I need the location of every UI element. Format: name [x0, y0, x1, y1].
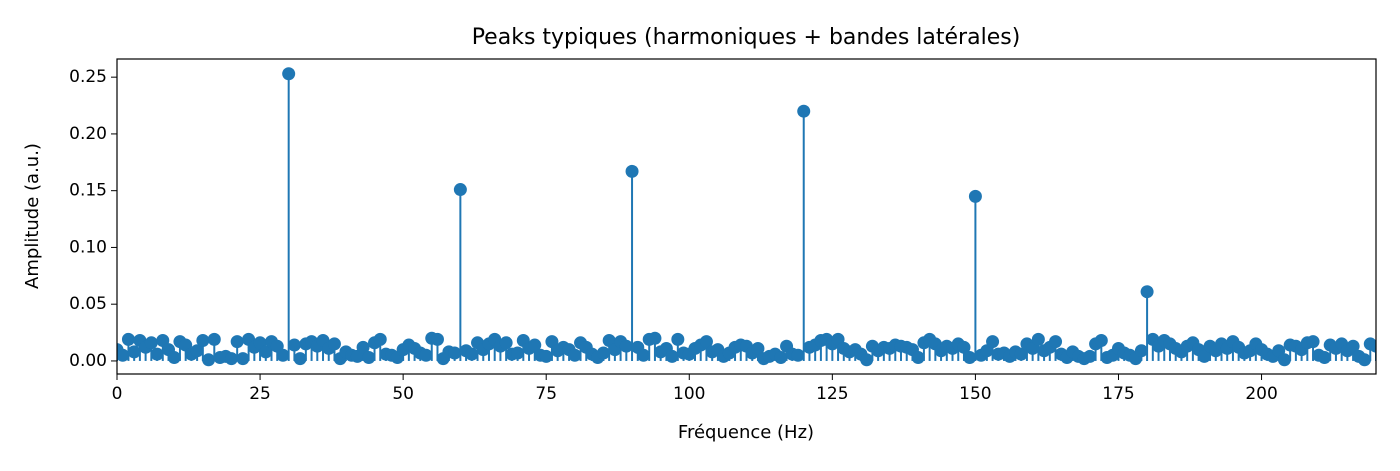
stem-marker	[121, 332, 135, 346]
stem-marker	[230, 335, 244, 349]
stem-marker	[144, 336, 158, 350]
stem-marker	[453, 183, 467, 197]
x-tick-label: 50	[392, 384, 414, 404]
stem-marker	[671, 332, 685, 346]
stem-marker	[1317, 351, 1331, 365]
stem-marker	[648, 331, 662, 345]
stem-marker	[117, 348, 130, 362]
stem-marker	[625, 164, 639, 178]
stem-marker	[699, 335, 713, 349]
stem-marker	[1134, 344, 1148, 358]
stem-marker	[236, 352, 250, 366]
stem-marker	[1083, 349, 1097, 363]
stem-marker	[1049, 335, 1063, 349]
stem-marker	[1094, 334, 1108, 348]
stem-marker	[986, 335, 1000, 349]
stem-marker	[448, 346, 462, 360]
y-tick-label: 0.05	[69, 294, 107, 314]
stem-marker	[1197, 349, 1211, 363]
stem-marker	[596, 346, 610, 360]
x-tick-label: 125	[816, 384, 848, 404]
stem-marker	[1140, 285, 1154, 299]
y-tick-label: 0.00	[69, 351, 107, 371]
stem-marker	[797, 104, 811, 118]
x-tick-label: 100	[673, 384, 705, 404]
stem-marker	[528, 338, 542, 352]
stem-marker	[327, 337, 341, 351]
stem-marker	[1358, 353, 1372, 367]
stem-marker	[196, 334, 210, 348]
x-tick-label: 150	[959, 384, 991, 404]
stem-marker	[202, 353, 216, 367]
x-tick-label: 0	[112, 384, 123, 404]
stem-marker	[373, 332, 387, 346]
stem-marker	[791, 348, 805, 362]
stem-marker	[150, 347, 164, 361]
stem-marker	[751, 341, 765, 355]
y-axis-label: Amplitude (a.u.)	[22, 143, 43, 289]
stem-marker	[293, 352, 307, 366]
y-tick-label: 0.25	[69, 67, 107, 87]
stem-marker	[419, 348, 433, 362]
stem-marker	[287, 338, 301, 352]
stem-marker	[963, 351, 977, 365]
stem-marker	[1306, 335, 1320, 349]
stem-marker	[665, 349, 679, 363]
stem-marker	[619, 339, 633, 353]
stem-marker	[430, 332, 444, 346]
stem-marker	[1369, 339, 1376, 353]
stem-marker	[860, 353, 874, 367]
stem-marker	[190, 344, 204, 358]
stem-marker	[1031, 332, 1045, 346]
stem-marker	[207, 332, 221, 346]
stem-marker	[636, 348, 650, 362]
stem-marker	[362, 351, 376, 365]
stem-marker	[127, 345, 141, 359]
y-tick-label: 0.20	[69, 124, 107, 144]
stem-marker	[276, 348, 290, 362]
stem-marker	[259, 345, 273, 359]
stem-marker	[511, 346, 525, 360]
stem-marker	[957, 340, 971, 354]
x-tick-label: 200	[1245, 384, 1277, 404]
stem-marker	[499, 336, 513, 350]
y-tick-label: 0.10	[69, 237, 107, 257]
stem-marker	[282, 67, 296, 81]
stem-marker	[465, 347, 479, 361]
x-tick-label: 75	[535, 384, 557, 404]
x-axis-label: Fréquence (Hz)	[678, 422, 814, 443]
y-tick-label: 0.15	[69, 181, 107, 201]
chart-title: Peaks typiques (harmoniques + bandes lat…	[472, 25, 1021, 50]
stem-marker	[1346, 339, 1360, 353]
plot-area	[117, 67, 1376, 367]
stem-marker	[1014, 347, 1028, 361]
stem-marker	[774, 351, 788, 365]
plot-frame	[116, 58, 1377, 375]
x-tick-label: 25	[249, 384, 271, 404]
stem-marker	[911, 351, 925, 365]
stem-marker	[539, 349, 553, 363]
stem-marker	[568, 348, 582, 362]
x-tick-label: 175	[1102, 384, 1134, 404]
stem-marker	[224, 352, 238, 366]
stem-marker	[1277, 353, 1291, 367]
stem-marker	[167, 351, 181, 365]
stem-marker	[356, 340, 370, 354]
stem-marker	[968, 189, 982, 203]
